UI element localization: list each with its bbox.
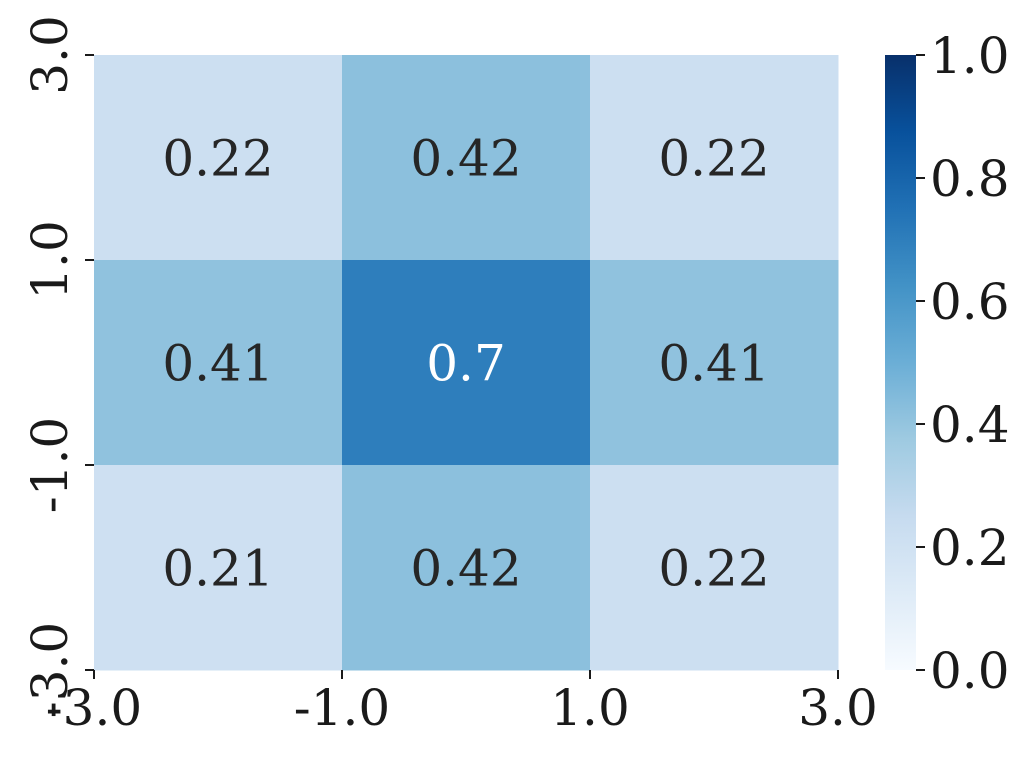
colorbar-tick-label: 0.4	[930, 396, 1010, 454]
x-tick-label: 3.0	[798, 679, 878, 737]
heatmap-cell-r0-c2	[590, 55, 839, 261]
x-tick-label: -1.0	[294, 679, 390, 737]
heatmap-cells: 0.22 0.42 0.22 0.41 0.7 0.41 0.21 0.42 0.22	[94, 55, 839, 671]
colorbar-tick-label: 0.8	[930, 150, 1010, 208]
colorbar-tick-label: 1.0	[930, 27, 1010, 85]
heatmap-cell-r2-c1	[342, 465, 591, 671]
cell-value-label: 0.42	[410, 130, 521, 188]
heatmap-cell-r2-c0	[94, 465, 343, 671]
x-tick-label: 1.0	[550, 679, 630, 737]
colorbar-gradient	[885, 55, 916, 670]
cell-value-label: 0.21	[162, 540, 273, 598]
y-tick-label: 1.0	[21, 220, 79, 300]
cell-value-label: 0.41	[162, 335, 273, 393]
cell-value-label: 0.42	[410, 540, 521, 598]
x-tick-label: -3.0	[46, 679, 142, 737]
heatmap-cell-r0-c0	[94, 55, 343, 261]
cell-value-label: 0.22	[658, 130, 769, 188]
colorbar-tick-label: 0.2	[930, 519, 1010, 577]
y-tick-label: 3.0	[21, 15, 79, 95]
y-tick-label: -1.0	[21, 417, 79, 513]
heatmap-cell-r1-c1	[342, 260, 591, 466]
cell-value-label: 0.22	[658, 540, 769, 598]
colorbar-tick-label: 0.0	[930, 642, 1010, 700]
heatmap-cell-r2-c2	[590, 465, 839, 671]
axes: -3.0 -1.0 1.0 3.0 3.0 1.0 -1.0 -3.0	[21, 15, 878, 737]
y-tick-label: -3.0	[21, 622, 79, 718]
heatmap-cell-r1-c0	[94, 260, 343, 466]
colorbar-tick-label: 0.6	[930, 273, 1010, 331]
cell-value-label: 0.22	[162, 130, 273, 188]
cell-value-label: 0.7	[426, 335, 506, 393]
heatmap-cell-r0-c1	[342, 55, 591, 261]
heatmap-cell-r1-c2	[590, 260, 839, 466]
colorbar: 0.0 0.2 0.4 0.6 0.8 1.0	[885, 27, 1010, 700]
cell-value-label: 0.41	[658, 335, 769, 393]
